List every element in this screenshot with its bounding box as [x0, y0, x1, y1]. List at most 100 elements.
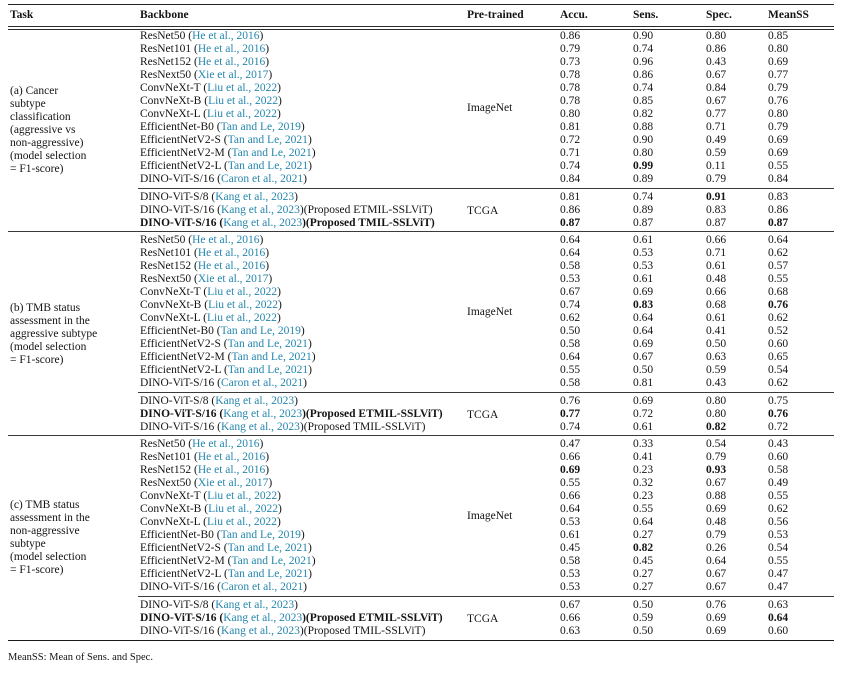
citation-link[interactable]: Liu et al., 2022	[208, 299, 279, 311]
citation-link[interactable]: Liu et al., 2022	[206, 108, 277, 120]
meanss-value: 0.86	[768, 204, 789, 216]
specificity-value: 0.69	[706, 503, 727, 515]
paren: (	[201, 95, 209, 107]
citation-link[interactable]: Liu et al., 2022	[206, 516, 277, 528]
task-label-line: subtype	[10, 97, 46, 110]
backbone-cell: EfficientNetV2-S (Tan and Le, 2021)	[138, 542, 465, 555]
task-label-line: non-aggressive)	[10, 136, 84, 149]
sensitivity-value: 0.69	[633, 286, 654, 298]
citation-link[interactable]: He et al., 2016	[192, 234, 260, 246]
accuracy-value: 0.74	[560, 160, 581, 172]
task-label-line: (model selection	[10, 551, 87, 563]
citation-link[interactable]: He et al., 2016	[197, 451, 266, 463]
citation-link[interactable]: Liu et al., 2022	[207, 286, 278, 298]
sensitivity-value: 0.45	[633, 555, 654, 567]
citation-link[interactable]: He et al., 2016	[192, 438, 260, 450]
table-row: EfficientNetV2-S (Tan and Le, 2021) 0.72 0…	[138, 134, 834, 147]
citation-link[interactable]: Tan and Le, 2019	[220, 121, 301, 133]
backbone-cell: EfficientNet-B0 (Tan and Le, 2019)	[138, 529, 465, 542]
citation-link[interactable]: Liu et al., 2022	[208, 503, 279, 515]
table-row: EfficientNet-B0 (Tan and Le, 2019) 0.50 0.…	[138, 325, 834, 338]
table-row: DINO-ViT-S/16 (Caron et al., 2021) 0.58 0.…	[138, 377, 834, 390]
citation-link[interactable]: Xie et al., 2017	[197, 477, 269, 489]
meanss-value: 0.77	[768, 69, 789, 81]
citation-link[interactable]: He et al., 2016	[197, 247, 266, 259]
citation-link[interactable]: Kang et al., 2023	[221, 625, 300, 637]
task-label-line: non-aggressive	[10, 525, 80, 537]
citation-link[interactable]: Tan and Le, 2021	[227, 364, 309, 376]
citation-link[interactable]: Tan and Le, 2021	[231, 147, 312, 159]
task-label-line: (model selection	[10, 340, 87, 353]
citation-link[interactable]: Kang et al., 2023	[215, 191, 295, 203]
citation-link[interactable]: Tan and Le, 2021	[227, 160, 309, 172]
paren: )	[300, 325, 305, 337]
task-label-line: assessment in the	[10, 314, 90, 327]
accuracy-value: 0.76	[560, 395, 581, 407]
citation-link[interactable]: Tan and Le, 2021	[227, 134, 308, 146]
backbone-cell: ResNet101 (He et al., 2016)	[138, 43, 465, 56]
pretrained-cell-spacer	[465, 286, 558, 299]
table-row: EfficientNetV2-L (Tan and Le, 2021) 0.53 0…	[138, 568, 834, 581]
task-label-line: (a) Cancer	[10, 84, 59, 97]
citation-link[interactable]: Tan and Le, 2019	[220, 529, 301, 541]
meanss-value: 0.80	[768, 108, 789, 120]
citation-link[interactable]: Tan and Le, 2021	[231, 555, 312, 567]
citation-link[interactable]: Kang et al., 2023	[215, 395, 295, 407]
citation-link[interactable]: Tan and Le, 2021	[231, 351, 312, 363]
specificity-value: 0.50	[706, 338, 727, 350]
accuracy-value: 0.66	[560, 612, 581, 624]
citation-link[interactable]: Kang et al., 2023	[223, 612, 303, 624]
section-content: ImageNet ResNet50 (He et al., 2016) 0.64 0.…	[138, 234, 834, 434]
citation-link[interactable]: He et al., 2016	[197, 43, 266, 55]
pretraining-group-divider	[138, 596, 834, 597]
sensitivity-value: 0.99	[633, 160, 654, 172]
paren: (	[213, 121, 221, 133]
meanss-value: 0.76	[768, 299, 789, 311]
accuracy-value: 0.62	[560, 312, 581, 324]
paren: )	[268, 69, 273, 81]
meanss-value: 0.79	[768, 121, 789, 133]
sensitivity-value: 0.64	[633, 516, 654, 528]
citation-link[interactable]: Kang et al., 2023	[221, 204, 300, 216]
paren: )	[265, 43, 270, 55]
paren: )	[278, 95, 282, 107]
citation-link[interactable]: Tan and Le, 2019	[220, 325, 301, 337]
specificity-value: 0.87	[706, 217, 727, 229]
task-label-line: assessment in the	[10, 512, 90, 524]
paren: (	[191, 451, 198, 463]
pretraining-group: ImageNet ResNet50 (He et al., 2016) 0.86 0.…	[138, 30, 834, 186]
citation-link[interactable]: Tan and Le, 2021	[227, 568, 309, 580]
citation-link[interactable]: Caron et al., 2021	[221, 377, 304, 389]
citation-link[interactable]: Liu et al., 2022	[206, 312, 277, 324]
citation-link[interactable]: Xie et al., 2017	[197, 69, 269, 81]
accuracy-value: 0.69	[560, 464, 581, 476]
sensitivity-value: 0.74	[633, 191, 654, 203]
citation-link[interactable]: Liu et al., 2022	[208, 95, 279, 107]
paren: )	[268, 273, 273, 285]
paren: (	[208, 599, 216, 611]
citation-link[interactable]: Liu et al., 2022	[207, 82, 278, 94]
backbone-model-name: ConvNeXt-L	[140, 108, 201, 120]
citation-link[interactable]: He et al., 2016	[197, 56, 266, 68]
citation-link[interactable]: Tan and Le, 2021	[227, 542, 308, 554]
citation-link[interactable]: Kang et al., 2023	[221, 421, 300, 433]
citation-link[interactable]: He et al., 2016	[192, 30, 260, 42]
citation-link[interactable]: Kang et al., 2023	[223, 217, 303, 229]
backbone-cell: ResNet152 (He et al., 2016)	[138, 260, 465, 273]
task-section: (c) TMB status assessment in the non-aggre…	[8, 438, 834, 638]
citation-link[interactable]: He et al., 2016	[197, 464, 266, 476]
citation-link[interactable]: Caron et al., 2021	[221, 173, 304, 185]
paren: (	[191, 43, 198, 55]
pretrained-label: TCGA	[467, 612, 499, 625]
specificity-value: 0.61	[706, 312, 727, 324]
citation-link[interactable]: Tan and Le, 2021	[227, 338, 308, 350]
sensitivity-value: 0.59	[633, 612, 654, 624]
citation-link[interactable]: Kang et al., 2023	[215, 599, 295, 611]
citation-link[interactable]: Caron et al., 2021	[221, 581, 304, 593]
citation-link[interactable]: Kang et al., 2023	[223, 408, 303, 420]
citation-link[interactable]: He et al., 2016	[197, 260, 266, 272]
citation-link[interactable]: Liu et al., 2022	[207, 490, 278, 502]
citation-link[interactable]: Xie et al., 2017	[197, 273, 269, 285]
backbone-model-name: ConvNeXt-T	[140, 490, 201, 502]
specificity-value: 0.80	[706, 395, 727, 407]
